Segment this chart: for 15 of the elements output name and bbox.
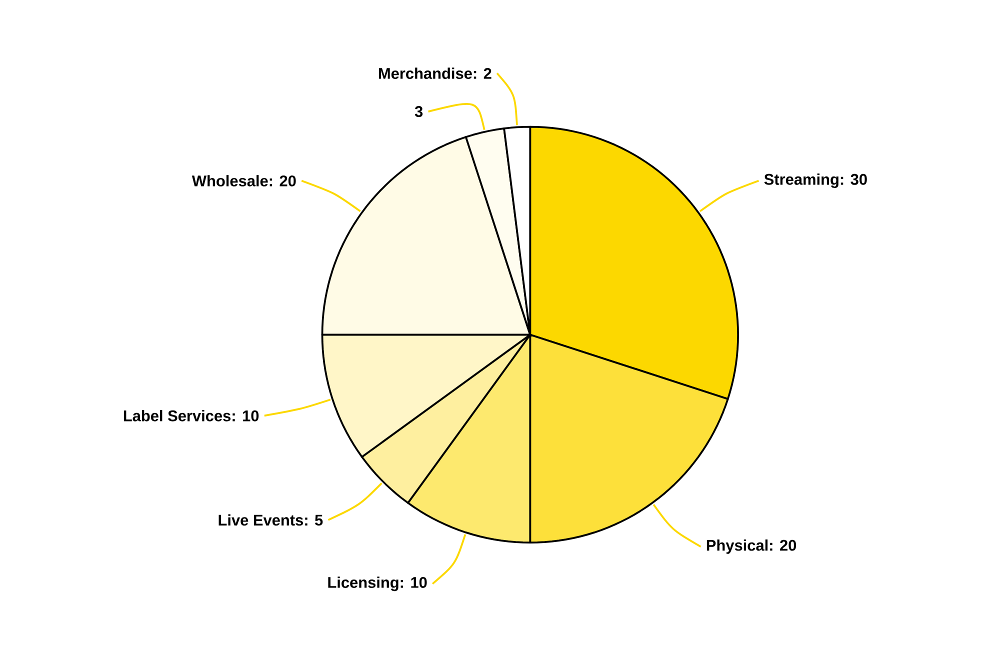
slice-label: Licensing <box>328 576 398 591</box>
data-label: : 10 <box>232 410 259 422</box>
slice-label: Label Services <box>124 410 231 422</box>
slice-label: Physical <box>706 539 768 554</box>
slice-label: Wholesale <box>192 174 268 186</box>
slice-label: Live Events <box>218 514 304 526</box>
data-label: : 2 <box>474 68 492 79</box>
data-label: 3 <box>414 106 423 117</box>
data-label: : 30 <box>840 174 867 185</box>
data-label: : 5 <box>305 514 323 526</box>
data-label: : 10 <box>400 576 427 588</box>
slice-label: Merchandise <box>378 67 472 79</box>
slice-label: Streaming <box>764 173 838 188</box>
data-label: : 20 <box>270 175 296 186</box>
data-label: : 20 <box>770 540 796 551</box>
